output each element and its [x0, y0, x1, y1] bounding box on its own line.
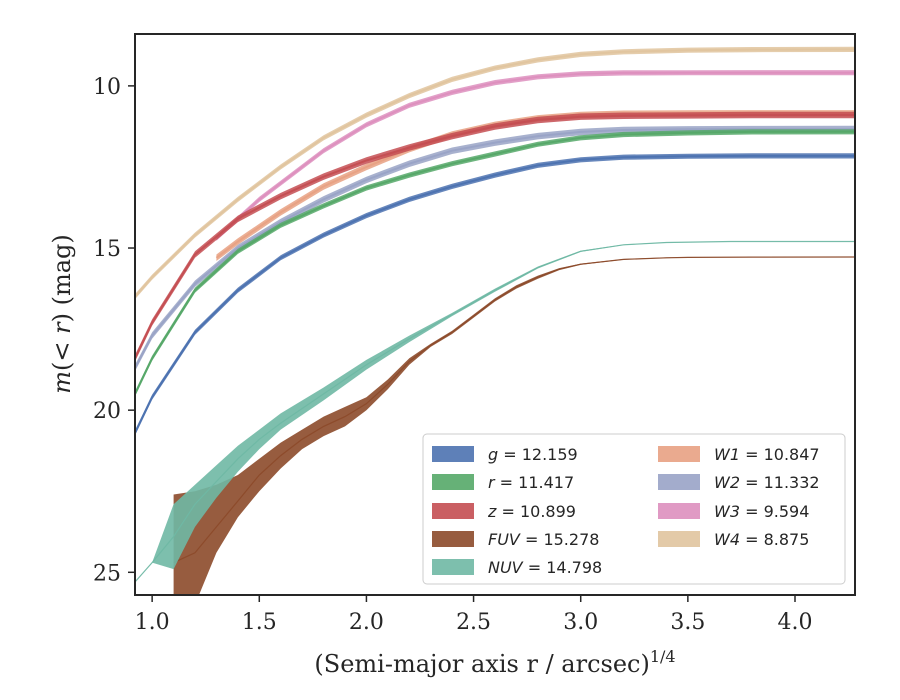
legend-swatch-g: [432, 446, 474, 462]
legend-swatch-fuv: [432, 531, 474, 547]
legend-label-z: z = 10.899: [487, 502, 576, 521]
y-tick-label: 10: [93, 75, 121, 100]
legend-swatch-w1: [658, 446, 700, 462]
y-tick-label: 20: [93, 399, 121, 424]
legend-swatch-w4: [658, 531, 700, 547]
series-line-r: [135, 130, 855, 395]
series-line-g: [135, 154, 855, 434]
series-layer: [135, 46, 855, 595]
legend-label-g: g = 12.159: [488, 445, 578, 464]
legend-label-w2: W2 = 11.332: [714, 473, 820, 492]
legend-swatch-z: [432, 503, 474, 519]
legend-label-w1: W1 = 10.847: [714, 445, 820, 464]
legend-label-nuv: NUV = 14.798: [488, 558, 602, 577]
legend-label-r: r = 11.417: [488, 473, 574, 492]
series-line-w2: [135, 128, 855, 369]
x-axis-label: (Semi-major axis r / arcsec)1/4: [314, 647, 675, 678]
legend-swatch-r: [432, 474, 474, 490]
x-tick-label: 4.0: [778, 610, 813, 635]
x-tick-label: 1.0: [135, 610, 170, 635]
legend: g = 12.159 r = 11.417 z = 10.899 FUV = 15.2…: [422, 433, 846, 585]
y-tick-label: 15: [93, 237, 121, 262]
x-tick-label: 1.5: [242, 610, 277, 635]
x-tick-label: 2.0: [349, 610, 384, 635]
series-line-z: [135, 114, 855, 359]
legend-swatch-w2: [658, 474, 700, 490]
x-tick-label: 2.5: [456, 610, 491, 635]
y-tick-label: 25: [93, 561, 121, 586]
series-line-w4: [135, 48, 855, 298]
plot-frame: [134, 33, 856, 596]
series-line-w3: [215, 71, 855, 240]
legend-label-w4: W4 = 8.875: [714, 530, 809, 549]
legend-swatch-nuv: [432, 559, 474, 575]
legend-label-w3: W3 = 9.594: [714, 502, 809, 521]
x-axis: 1.0 1.5 2.0 2.5 3.0 3.5 4.0: [135, 595, 813, 635]
series-line-fuv: [173, 256, 855, 564]
legend-swatch-w3: [658, 503, 700, 519]
y-axis: 10 15 20 25: [93, 75, 135, 586]
series-band-fuv: [173, 257, 855, 595]
legend-label-fuv: FUV = 15.278: [488, 530, 599, 549]
x-tick-label: 3.0: [563, 610, 598, 635]
legend-box: [422, 433, 846, 585]
series-line-nuv: [135, 240, 855, 583]
x-tick-label: 3.5: [670, 610, 705, 635]
y-axis-label: m(< r) (mag): [48, 234, 76, 394]
